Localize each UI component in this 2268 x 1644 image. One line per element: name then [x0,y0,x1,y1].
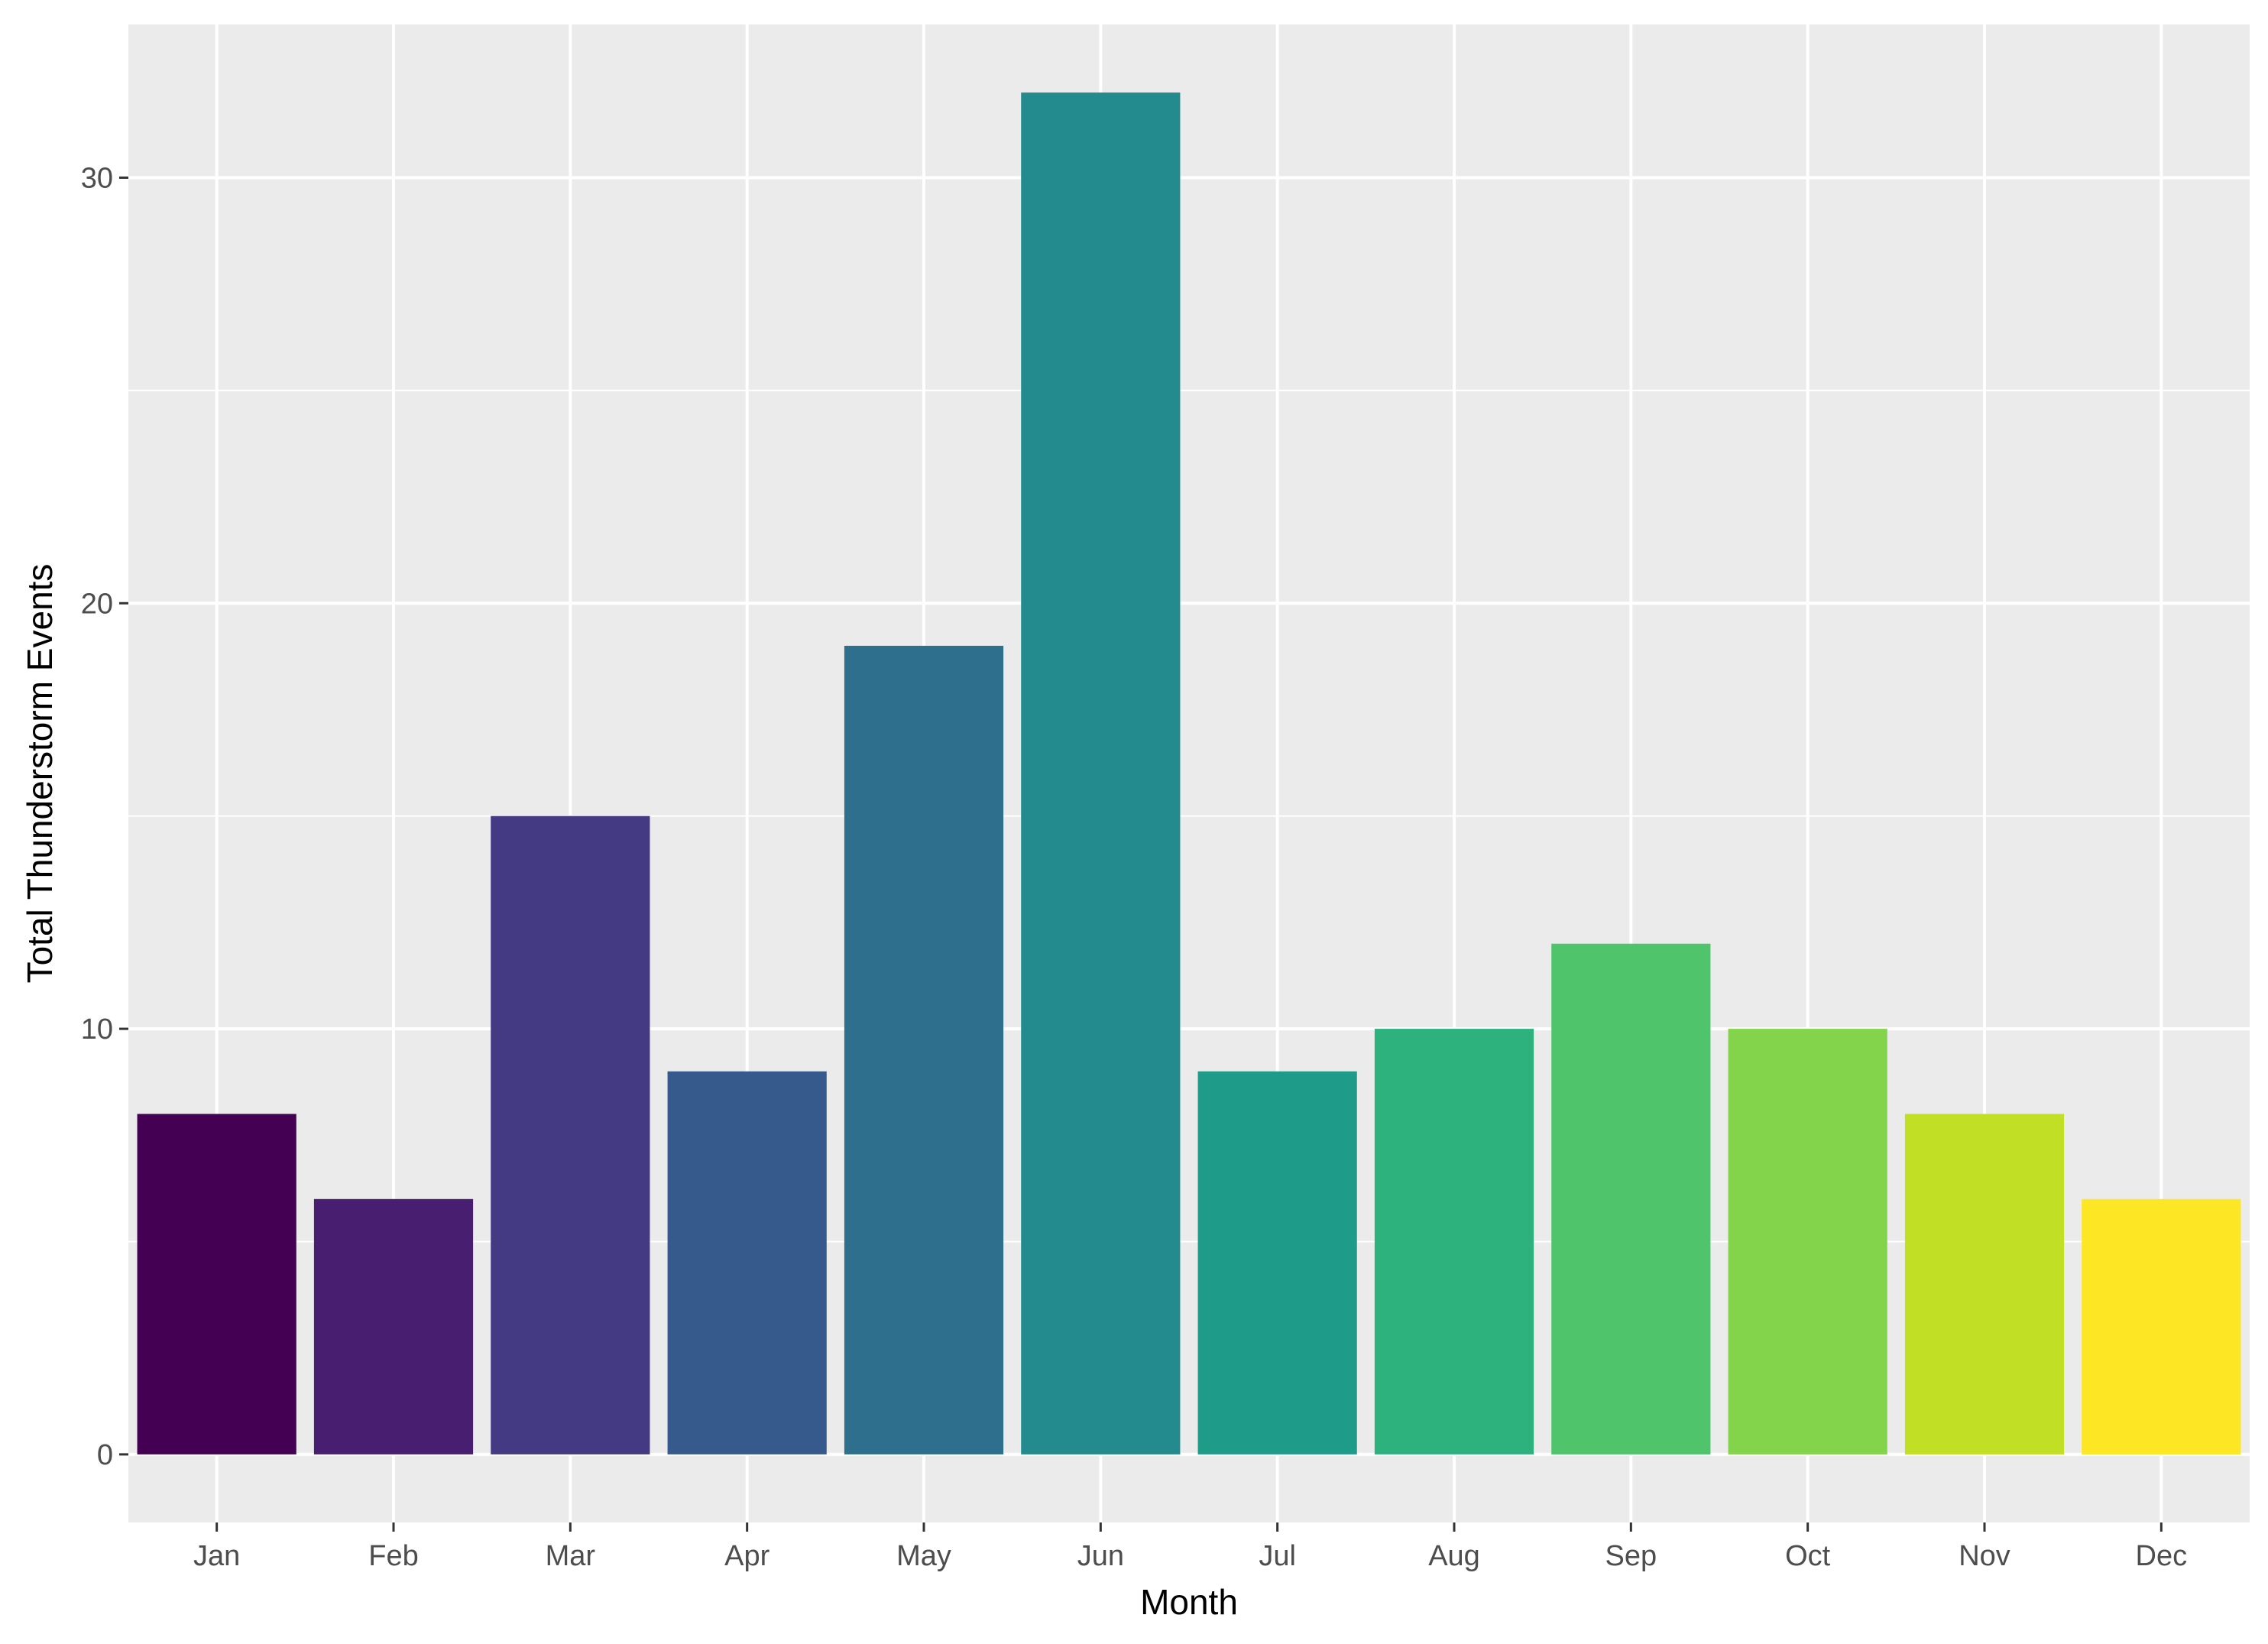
x-tick-label: Sep [1605,1540,1657,1572]
x-tick-label: Jun [1077,1540,1124,1572]
bar-nov [1904,1114,2065,1454]
x-axis: Jan Feb Mar Apr May Jun Jul Aug Sep Oct Nov Dec [193,1522,2187,1572]
x-axis-title: Month [1140,1582,1238,1622]
y-tick-label: 10 [81,1013,113,1046]
bar-jan [137,1114,296,1454]
bars-group [137,92,2241,1454]
minor-gridlines [128,389,2250,1243]
bar-dec [2082,1198,2241,1454]
bar-may [844,645,1004,1454]
bar-sep [1551,943,1711,1454]
bar-jun [1021,92,1181,1454]
x-tick-label: Jul [1259,1540,1296,1572]
bar-jul [1197,1071,1357,1454]
bar-aug [1374,1029,1534,1454]
bar-oct [1728,1029,1887,1454]
y-tick-label: 30 [81,162,113,194]
plot-panel [128,24,2250,1522]
x-tick-label: Oct [1785,1540,1831,1572]
x-tick-label: Dec [2136,1540,2188,1572]
y-axis: 0 10 20 30 [81,162,128,1471]
y-tick-label: 20 [81,588,113,620]
x-tick-label: Aug [1428,1540,1480,1572]
bar-apr [667,1071,827,1454]
bar-mar [491,816,650,1454]
x-tick-label: Feb [368,1540,418,1572]
x-tick-label: Apr [724,1540,770,1572]
bar-feb [313,1198,474,1454]
x-tick-label: Jan [193,1540,240,1572]
x-tick-label: Nov [1959,1540,2010,1572]
y-axis-title: Total Thunderstorm Events [20,564,60,984]
y-tick-label: 0 [97,1439,113,1471]
x-tick-label: May [896,1540,951,1572]
x-tick-label: Mar [546,1540,596,1572]
